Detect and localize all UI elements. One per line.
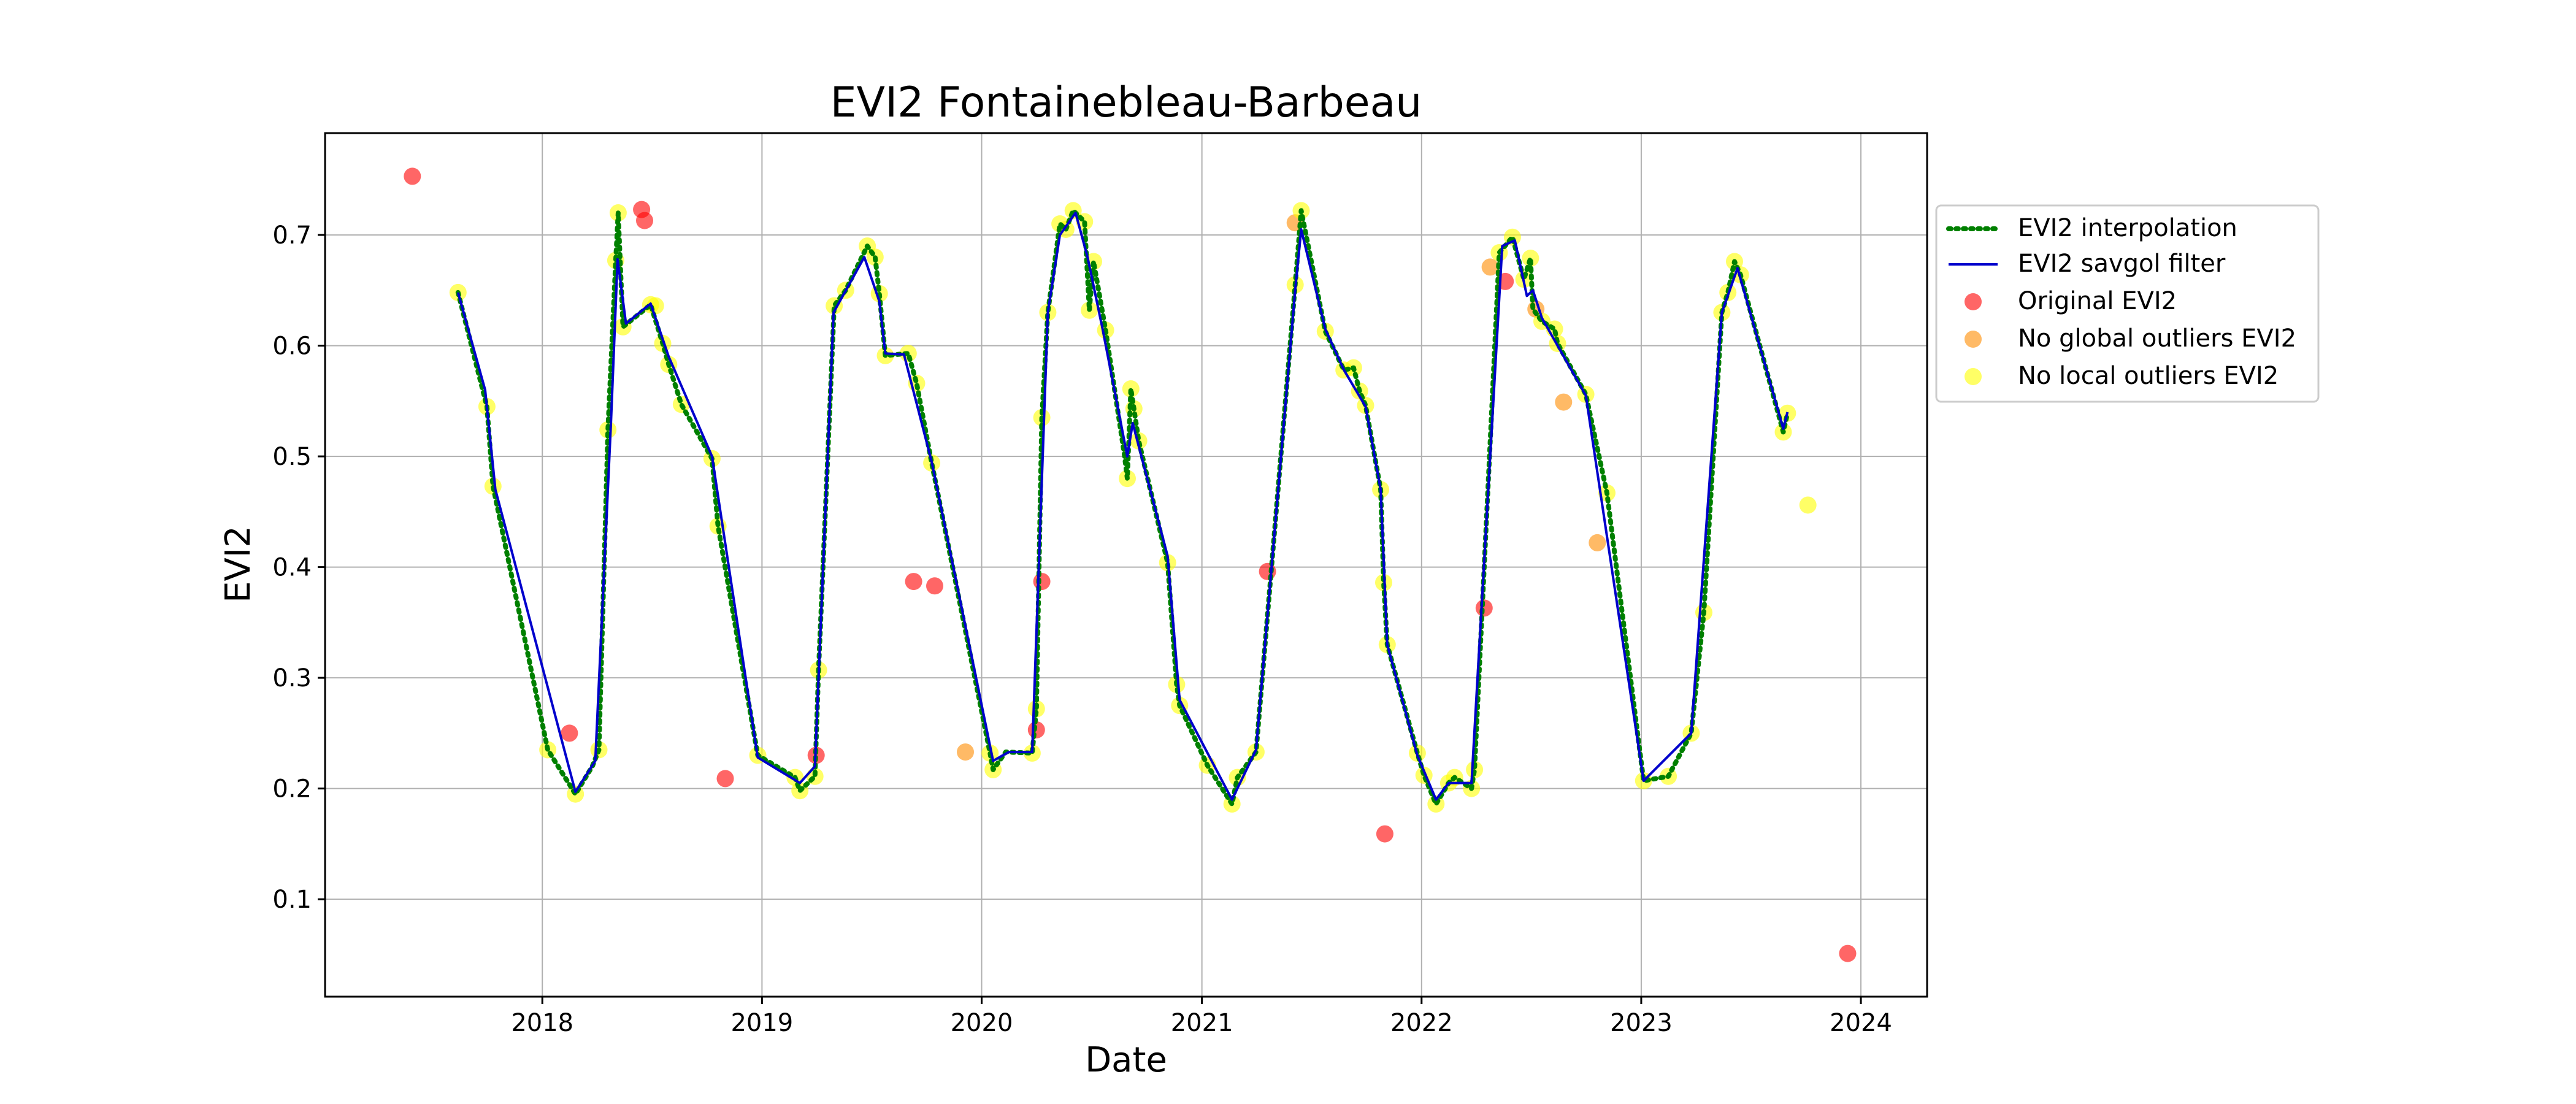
x-tick-label: 2020 <box>951 1009 1013 1037</box>
no-global-outlier-point <box>957 743 974 761</box>
original-evi2-point <box>1033 573 1051 591</box>
no-global-outlier-point <box>1481 258 1499 276</box>
legend-box <box>1935 204 2320 403</box>
original-evi2-point <box>716 770 734 788</box>
original-evi2-point <box>926 577 943 595</box>
axis-ticks: 2018 2019 2020 2021 2022 2023 2024 0.1 0.2 0.3 0.4… <box>272 221 1892 1037</box>
y-tick-label: 0.7 <box>272 221 312 250</box>
grid-lines <box>325 133 1927 997</box>
y-axis-label: EVI2 <box>218 526 258 603</box>
y-tick-label: 0.3 <box>272 664 312 692</box>
savgol-filter-line <box>456 212 1789 801</box>
legend-no-local-swatch <box>1965 368 1982 385</box>
original-evi2-point <box>1839 945 1857 962</box>
original-evi2-point <box>404 167 421 185</box>
legend-savgol-label: EVI2 savgol filter <box>2018 250 2226 278</box>
y-tick-label: 0.2 <box>272 775 312 803</box>
legend-original-label: Original EVI2 <box>2018 287 2177 315</box>
x-tick-label: 2018 <box>511 1009 573 1037</box>
y-tick-label: 0.4 <box>272 554 312 582</box>
legend-interpolation-label: EVI2 interpolation <box>2018 214 2237 242</box>
y-tick-label: 0.6 <box>272 332 312 361</box>
y-tick-label: 0.5 <box>272 443 312 471</box>
legend-no-global-label: No global outliers EVI2 <box>2018 324 2296 353</box>
plot-frame <box>324 132 1928 998</box>
chart-title: EVI2 Fontainebleau-Barbeau <box>830 79 1422 127</box>
original-evi2-point <box>561 724 578 742</box>
legend: EVI2 interpolation EVI2 savgol filter Or… <box>1935 204 2320 403</box>
x-tick-label: 2024 <box>1830 1009 1892 1037</box>
no-local-outlier-point <box>1799 496 1817 514</box>
x-axis-label: Date <box>1085 1040 1167 1080</box>
legend-no-local-label: No local outliers EVI2 <box>2018 362 2279 390</box>
no-global-outlier-point <box>1555 393 1573 411</box>
legend-original-swatch <box>1965 293 1982 310</box>
x-tick-label: 2023 <box>1610 1009 1673 1037</box>
original-evi2-point <box>905 573 922 591</box>
legend-no-global-swatch <box>1965 331 1982 348</box>
x-tick-label: 2022 <box>1390 1009 1453 1037</box>
no-global-outlier-point <box>1589 534 1606 551</box>
x-tick-label: 2019 <box>730 1009 793 1037</box>
x-tick-label: 2021 <box>1171 1009 1233 1037</box>
plot-series <box>404 167 1857 962</box>
original-evi2-point <box>1376 825 1393 843</box>
original-evi2-point <box>636 212 653 229</box>
y-tick-label: 0.1 <box>272 886 312 914</box>
interpolation-line <box>455 208 1790 807</box>
